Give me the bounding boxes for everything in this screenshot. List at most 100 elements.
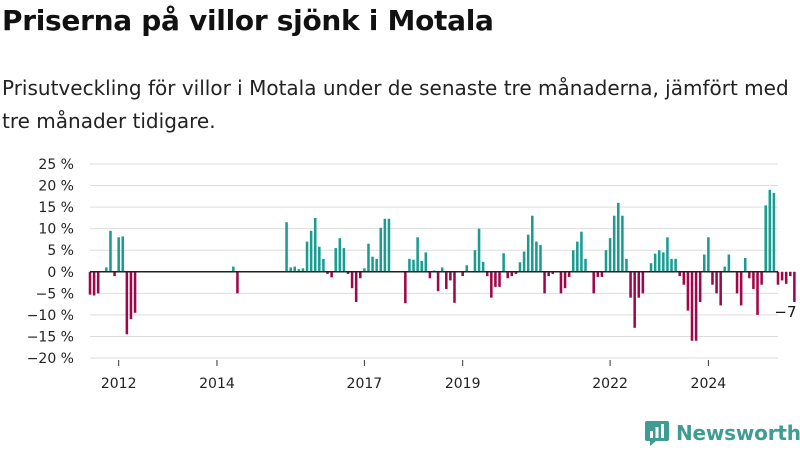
bar-positive [526,234,530,272]
y-tick-label: 25 % [38,157,74,173]
bar-negative [129,271,133,320]
bar-negative [678,271,681,277]
bar-negative [326,271,329,274]
bar-positive [612,215,616,272]
bar-positive [502,253,505,272]
bar-positive [318,246,321,272]
bar-positive [604,250,608,272]
bar-positive [363,268,366,272]
bar-positive [297,269,301,272]
x-tick-label: 2017 [347,376,383,392]
bar-negative [752,271,755,290]
bar-positive [301,268,305,272]
bar-positive [379,227,383,272]
bar-negative [592,271,595,294]
bar-positive [670,258,673,272]
bar-negative [236,271,239,294]
bar-positive [440,267,444,272]
bar-negative [485,271,489,277]
bar-positive [342,248,346,272]
bar-positive [653,253,657,272]
bar-positive [662,252,665,272]
bar-positive [477,228,481,272]
bar-positive [109,230,112,272]
bar-positive [666,237,669,272]
bar-negative [510,271,514,277]
bar-positive [764,205,767,272]
bar-positive [305,241,309,272]
y-tick-label: −20 % [27,351,74,367]
bar-negative [690,271,694,341]
bar-positive [625,258,628,272]
bar-positive [571,250,575,272]
bar-positive [539,245,542,272]
y-tick-label: −5 % [36,286,74,302]
bar-negative [346,271,350,274]
bar-positive [522,251,526,272]
bar-positive [707,237,710,272]
bar-positive [334,248,337,272]
newsworthy-brand: Newsworthy [644,418,800,448]
bar-negative [563,271,567,289]
x-tick-label: 2022 [592,376,628,392]
bar-positive [617,202,620,272]
bar-negative [776,271,780,285]
bar-negative [494,271,497,287]
bar-negative [354,271,358,302]
bar-negative [92,271,96,296]
brand-name: Newsworthy [676,421,800,445]
bar-negative [711,271,714,285]
bar-positive [584,258,587,272]
bar-positive [121,236,125,272]
bar-positive [420,261,423,272]
bar-positive [367,243,370,272]
bar-negative [739,271,743,306]
bar-negative [559,271,563,294]
bar-positive [105,267,108,272]
bar-positive [768,189,772,272]
bar-negative [780,271,784,281]
bar-negative [596,271,600,277]
bar-negative [698,271,702,302]
bar-positive [608,238,612,272]
bar-negative [748,271,751,279]
bar-negative [694,271,698,341]
bar-positive [723,266,727,272]
bar-positive [649,263,653,272]
bar-positive [412,259,415,272]
bar-positive [408,258,411,272]
bar-negative [96,271,100,294]
bar-negative [449,271,452,281]
bar-negative [547,271,550,277]
bar-negative [600,271,604,277]
bar-positive [576,241,579,272]
bar-positive [743,257,747,272]
bar-negative [125,271,129,335]
bar-negative [735,271,739,294]
bar-positive [465,265,469,272]
bar-positive [289,267,292,272]
bar-negative [490,271,493,298]
chart-subtitle: Prisutveckling för villor i Motala under… [2,76,789,133]
bar-negative [756,271,759,315]
last-value-label: −7 % [774,303,800,321]
bar-negative [760,271,763,285]
y-tick-label: 15 % [38,200,74,216]
bar-positive [383,218,387,272]
bar-negative [784,271,788,284]
bar-negative [793,271,796,302]
bar-negative [88,271,92,295]
bar-positive [518,262,522,272]
bar-negative [350,271,354,289]
bar-positive [117,237,120,272]
bar-positive [424,252,428,272]
bar-negative [637,271,641,298]
bar-negative [551,271,555,274]
bar-negative [359,271,362,279]
bar-negative [113,271,116,277]
bar-positive [416,237,419,272]
x-tick-label: 2019 [445,376,481,392]
bar-negative [506,271,509,279]
bar-positive [674,258,677,272]
